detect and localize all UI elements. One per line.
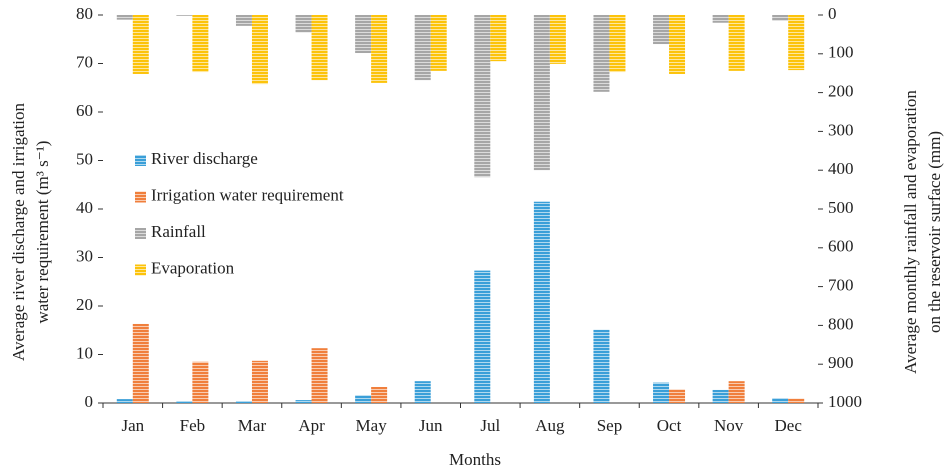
bar <box>176 401 193 403</box>
y-axis-title: water requirement (m³ s⁻¹) <box>33 141 52 324</box>
y2-tick-label: 800 <box>828 314 854 333</box>
y-tick-label: 0 <box>85 392 94 411</box>
y2-tick-label: 300 <box>828 120 854 139</box>
bar <box>772 15 789 21</box>
bar <box>295 400 312 403</box>
bar <box>235 15 252 26</box>
bar <box>549 15 566 64</box>
x-tick-label: Aug <box>535 416 565 435</box>
bar <box>371 15 388 83</box>
y-tick-label: 30 <box>76 246 93 265</box>
bar <box>116 399 133 403</box>
y-tick-label: 60 <box>76 101 93 120</box>
legend-label: River discharge <box>151 149 258 168</box>
bar <box>132 323 149 403</box>
bar <box>533 15 550 171</box>
y2-axis-title: on the reservoir surface (mm) <box>925 131 944 333</box>
x-tick-label: Dec <box>775 416 803 435</box>
y2-tick-label: 700 <box>828 276 854 295</box>
y-tick-label: 80 <box>76 4 93 23</box>
bar <box>593 15 610 92</box>
x-tick-label: Mar <box>238 416 267 435</box>
bar <box>235 401 252 403</box>
bar <box>295 15 312 33</box>
bar <box>712 389 729 403</box>
x-tick-label: Feb <box>180 416 206 435</box>
bar <box>192 361 209 403</box>
bar <box>490 15 507 62</box>
y-tick-label: 50 <box>76 149 93 168</box>
bar <box>414 15 431 81</box>
y-tick-label: 10 <box>76 343 93 362</box>
x-tick-label: May <box>356 416 388 435</box>
bar <box>788 15 805 71</box>
bar <box>593 329 610 403</box>
bar <box>653 15 670 45</box>
y2-tick-label: 500 <box>828 198 854 217</box>
y-tick-label: 40 <box>76 198 93 217</box>
bar <box>192 15 209 73</box>
bar <box>609 15 626 73</box>
bar <box>355 15 372 54</box>
bar <box>712 15 729 23</box>
y-tick-label: 20 <box>76 295 93 314</box>
bar <box>116 15 133 20</box>
y2-tick-label: 1000 <box>828 392 862 411</box>
bar <box>788 398 805 403</box>
bar <box>311 348 328 403</box>
y2-tick-label: 0 <box>828 4 837 23</box>
y-tick-label: 70 <box>76 52 93 71</box>
x-tick-label: Sep <box>597 416 623 435</box>
bar <box>728 15 745 71</box>
y2-tick-label: 400 <box>828 159 854 178</box>
y2-axis-title: Average monthly rainfall and evaporation <box>901 90 920 374</box>
x-tick-label: Jun <box>419 416 443 435</box>
bar <box>251 15 268 85</box>
bar <box>669 15 686 74</box>
bar <box>251 360 268 403</box>
bar <box>669 389 686 403</box>
y2-tick-label: 200 <box>828 82 854 101</box>
bar <box>371 386 388 403</box>
legend-label: Irrigation water requirement <box>151 185 344 204</box>
y2-tick-label: 100 <box>828 43 854 62</box>
y-axis-title: Average river discharge and irrigation <box>9 102 28 361</box>
x-tick-label: Jan <box>121 416 144 435</box>
legend-swatch <box>135 191 146 203</box>
x-axis-title: Months <box>449 450 501 469</box>
y2-tick-label: 600 <box>828 237 854 256</box>
legend-swatch <box>135 155 146 166</box>
legend-swatch <box>135 228 146 239</box>
bar <box>728 381 745 403</box>
legend-swatch <box>135 264 146 276</box>
bar <box>311 15 328 81</box>
legend-label: Rainfall <box>151 222 206 241</box>
bar <box>355 395 372 403</box>
bar <box>414 381 431 403</box>
bar <box>474 270 491 403</box>
bar <box>653 382 670 403</box>
y2-tick-label: 900 <box>828 353 854 372</box>
legend-label: Evaporation <box>151 258 235 277</box>
x-tick-label: Nov <box>714 416 744 435</box>
bar <box>132 15 149 74</box>
bar <box>430 15 447 71</box>
x-tick-label: Apr <box>298 416 325 435</box>
bar <box>474 15 491 178</box>
bar <box>772 398 789 403</box>
x-tick-label: Oct <box>657 416 682 435</box>
x-tick-label: Jul <box>480 416 500 435</box>
bar <box>533 201 550 403</box>
bar <box>176 15 193 16</box>
